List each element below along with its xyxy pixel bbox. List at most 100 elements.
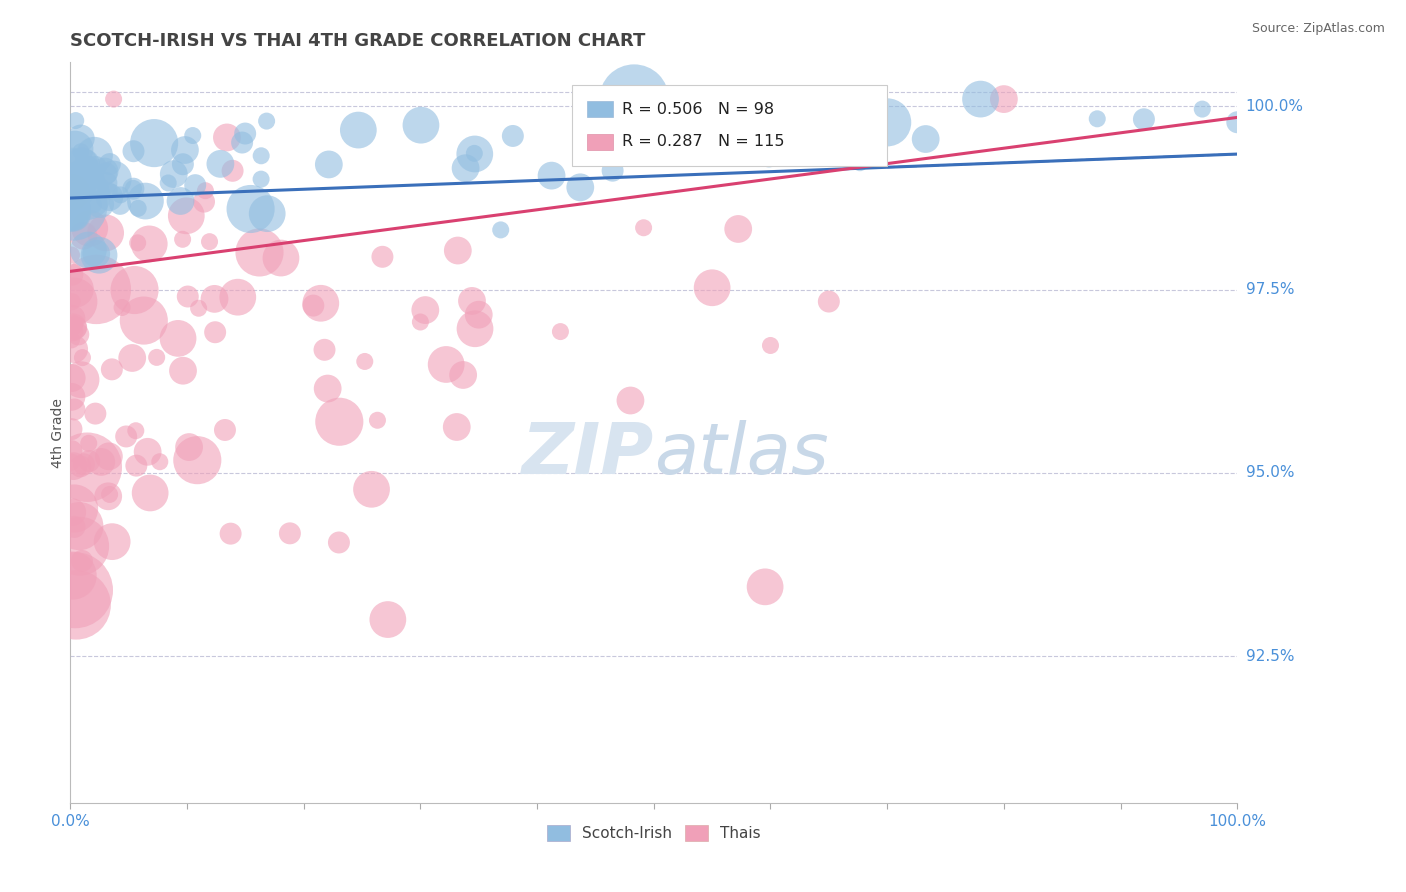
Point [446,420,468,434]
Text: 95.0%: 95.0% [1246,466,1294,481]
Point [193,194,215,209]
Point [169,194,191,208]
Point [90,455,112,469]
Point [633,220,655,235]
Point [98,190,121,204]
Point [467,308,491,322]
Point [461,293,484,308]
Text: 97.5%: 97.5% [1246,282,1294,297]
Point [60,268,83,282]
Point [98,487,121,501]
Point [125,458,148,473]
Point [215,130,238,145]
Point [60,208,83,222]
Point [314,343,336,357]
Point [163,167,186,181]
Point [110,187,132,202]
Point [84,160,107,174]
Point [270,251,292,265]
Point [807,124,830,138]
Point [328,415,350,429]
Point [63,520,86,534]
Point [84,171,107,186]
Bar [588,101,613,117]
Point [172,157,194,171]
Point [77,454,100,468]
Point [219,526,242,541]
Point [318,157,340,171]
Point [702,118,724,132]
Point [60,505,83,519]
Point [65,598,87,612]
Point [60,212,83,227]
Point [256,114,278,128]
Point [360,483,382,497]
Text: SCOTCH-IRISH VS THAI 4TH GRADE CORRELATION CHART: SCOTCH-IRISH VS THAI 4TH GRADE CORRELATI… [70,32,645,50]
Point [727,222,749,236]
Point [145,351,167,365]
Text: atlas: atlas [654,420,828,490]
Point [451,368,474,382]
Point [302,299,325,313]
Point [186,453,208,467]
Point [84,282,107,296]
Point [70,159,93,173]
Point [63,325,86,339]
Point [157,176,180,190]
Legend: Scotch-Irish, Thais: Scotch-Irish, Thais [541,819,766,847]
Point [167,331,190,345]
Point [60,161,83,175]
Point [70,178,93,192]
Point [69,539,91,553]
Point [83,198,105,212]
Point [172,364,194,378]
Point [60,211,83,225]
Point [149,455,172,469]
Point [122,145,145,159]
Point [1133,112,1156,127]
Point [226,290,249,304]
Point [650,92,672,106]
Y-axis label: 4th Grade: 4th Grade [51,398,65,467]
Point [413,303,436,318]
Point [98,157,121,171]
Point [60,185,83,199]
Point [70,373,93,387]
Point [83,148,105,162]
Point [60,444,83,458]
Point [783,102,806,116]
Point [194,184,217,198]
Point [67,519,90,533]
Point [602,163,624,178]
Point [60,294,83,309]
Point [62,320,84,334]
Point [96,167,118,181]
Point [204,292,226,306]
Point [62,568,84,582]
Point [60,182,83,196]
Point [62,183,84,197]
Point [63,142,86,156]
Point [702,281,724,295]
Point [70,180,93,194]
Point [1226,115,1249,129]
Point [76,189,98,203]
Point [60,455,83,469]
Point [371,250,394,264]
Point [1085,112,1108,126]
Point [231,136,253,150]
Point [87,248,110,262]
Point [328,535,350,549]
Point [76,160,98,174]
Point [127,202,149,216]
Point [700,110,723,124]
Point [101,362,124,376]
Text: ZIP: ZIP [522,420,654,490]
Point [103,172,125,186]
Point [447,244,470,258]
Point [70,554,93,568]
Point [60,390,83,404]
Point [96,176,118,190]
Point [79,177,101,191]
Point [62,294,84,309]
